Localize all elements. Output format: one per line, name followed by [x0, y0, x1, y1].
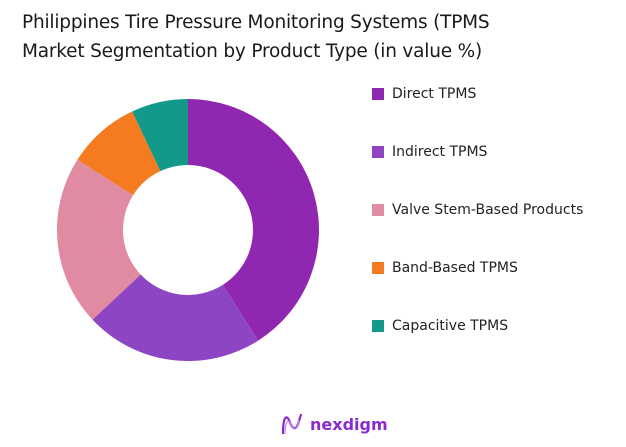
nexdigm-logo-icon: [281, 413, 303, 435]
title-line-2: Market Segmentation by Product Type (in …: [22, 41, 483, 62]
slice-direct-tpms: [188, 99, 319, 341]
slice-indirect-tpms: [92, 274, 259, 361]
legend-item: Indirect TPMS: [372, 144, 487, 160]
legend-swatch: [372, 146, 384, 158]
legend-label: Band-Based TPMS: [392, 260, 518, 276]
legend-item: Capacitive TPMS: [372, 318, 508, 334]
legend-swatch: [372, 88, 384, 100]
legend-swatch: [372, 204, 384, 216]
legend-label: Valve Stem-Based Products: [392, 202, 584, 218]
legend-label: Capacitive TPMS: [392, 318, 509, 334]
nexdigm-logo: nexdigm: [280, 412, 388, 436]
title-line-1: Philippines Tire Pressure Monitoring Sys…: [22, 12, 490, 33]
legend-item: Valve Stem-Based Products: [372, 202, 583, 218]
logo-text: nexdigm: [310, 414, 388, 434]
slice-band-based-tpms: [77, 111, 161, 196]
legend-swatch: [372, 320, 384, 332]
legend-label: Direct TPMS: [392, 86, 477, 102]
chart-title: Philippines Tire Pressure Monitoring Sys…: [22, 8, 490, 66]
slice-capacitive-tpms: [132, 99, 188, 172]
legend-item: Direct TPMS: [372, 86, 476, 102]
legend-swatch: [372, 262, 384, 274]
slice-valve-stem-based-products: [56, 159, 141, 320]
legend-item: Band-Based TPMS: [372, 260, 518, 276]
legend-label: Indirect TPMS: [392, 144, 488, 160]
